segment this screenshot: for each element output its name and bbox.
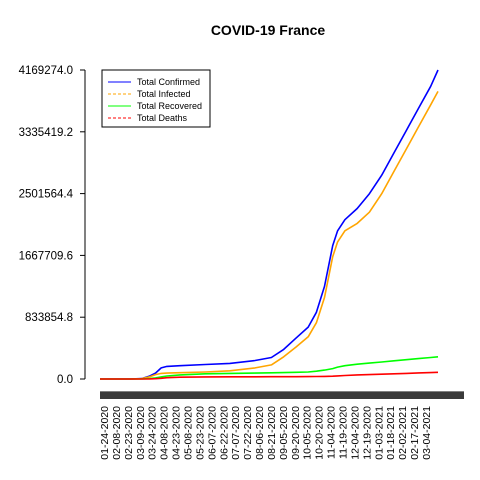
x-tick-label: 04-23-2020 [171,406,183,460]
x-tick-label: 08-21-2020 [266,406,278,460]
y-tick-label: 833854.8 [25,312,73,324]
series-line-total-confirmed [100,69,439,380]
legend-label: Total Deaths [137,113,188,123]
series-line-total-recovered [100,356,439,380]
x-tick-label: 11-19-2020 [338,406,350,459]
x-tick-label: 02-08-2020 [111,406,123,460]
x-tick-label: 02-17-2021 [409,406,421,460]
legend-label: Total Confirmed [137,77,200,87]
x-tick-label: 09-05-2020 [278,406,290,460]
y-tick-label: 2501564.4 [19,189,74,201]
x-tick-label: 06-22-2020 [218,406,230,460]
x-tick-label: 03-24-2020 [147,406,159,460]
x-tick-label: 10-20-2020 [314,406,326,460]
x-tick-label: 07-22-2020 [242,406,254,460]
legend: Total Confirmed Total Infected Total Recov… [101,69,211,128]
y-ticks: 0.0 833854.8 1667709.6 2501564.4 3335419.2 41… [19,65,85,386]
x-tick-label: 12-04-2020 [349,406,361,460]
x-tick-label: 06-07-2020 [206,406,218,460]
y-tick-label: 1667709.6 [19,250,73,262]
chart-title: COVID-19 France [211,22,326,38]
y-tick-label: 0.0 [57,374,73,386]
x-tick-label: 08-06-2020 [254,406,266,460]
y-tick-label: 4169274.0 [19,65,73,77]
x-tick-label: 11-04-2020 [326,406,338,459]
x-tick-label: 09-20-2020 [290,406,302,460]
x-tick-label: 05-08-2020 [182,406,194,460]
y-tick-label: 3335419.2 [19,127,73,139]
series-lines [100,69,439,380]
series-line-total-infected [100,91,439,380]
x-tick-label: 05-23-2020 [194,406,206,460]
x-tick-label: 10-05-2020 [302,406,314,460]
x-tick-label: 01-03-2021 [373,406,385,460]
x-tick-label: 03-04-2021 [421,406,433,460]
x-tick-band [100,392,464,399]
series-line-total-deaths [100,371,439,380]
x-tick-label: 07-07-2020 [230,406,242,460]
legend-label: Total Infected [137,89,191,99]
x-tick-label: 03-09-2020 [135,406,147,460]
x-tick-label: 01-24-2020 [99,406,111,460]
x-ticks: 01-24-2020 02-08-2020 02-23-2020 03-09-2020… [99,391,464,460]
x-tick-label: 02-23-2020 [123,406,135,460]
x-tick-label: 04-08-2020 [159,406,171,460]
legend-label: Total Recovered [137,101,202,111]
x-tick-label: 01-18-2021 [385,406,397,460]
x-tick-label: 12-19-2020 [361,406,373,460]
x-tick-label: 02-02-2021 [397,406,409,460]
